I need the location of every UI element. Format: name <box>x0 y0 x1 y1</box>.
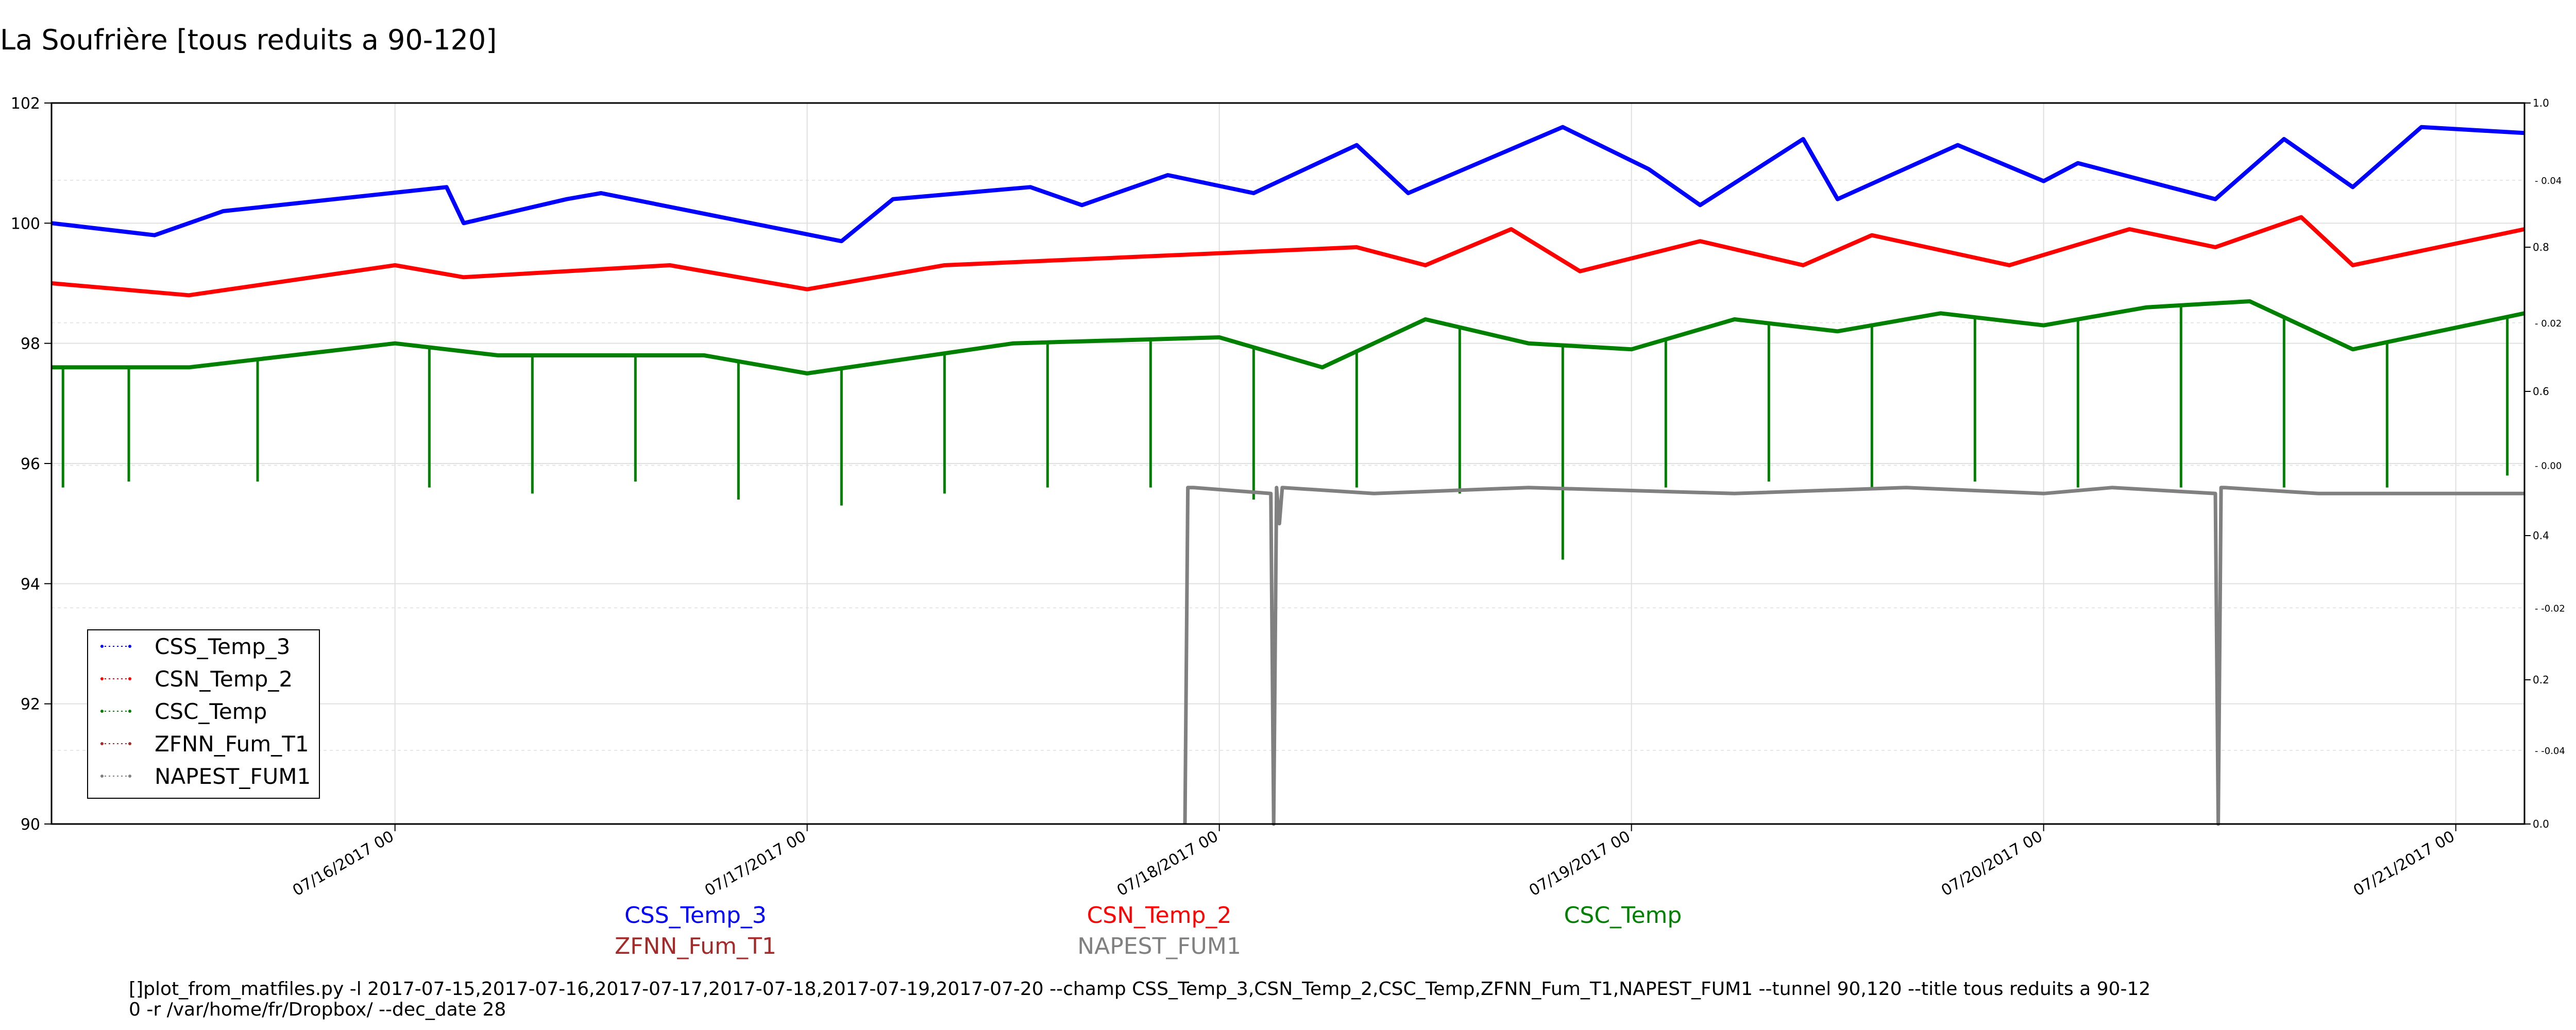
y-tick-label: 102 <box>11 95 40 113</box>
label-css-temp-3: CSS_Temp_3 <box>624 902 767 929</box>
label-csn-temp-2: CSN_Temp_2 <box>1087 902 1232 929</box>
legend-label-csn-temp-2: CSN_Temp_2 <box>155 666 293 692</box>
y2-tick-label: 0.0 <box>2533 818 2549 830</box>
chart-title: La Soufrière [tous reduits a 90-120] <box>0 24 497 56</box>
legend-marker-css-temp-3 <box>128 645 131 648</box>
legend-marker-napest-fum1 <box>100 775 104 778</box>
y2-tick-label: 0.6 <box>2533 385 2549 398</box>
y2-inner-tick-label: - -0.04 <box>2535 746 2565 757</box>
y-tick-label: 94 <box>21 575 40 593</box>
series-line-css-temp-3 <box>51 125 2525 244</box>
y2-inner-tick-label: - -0.02 <box>2535 603 2565 614</box>
x-tick-label: 07/20/2017 00 <box>1938 828 2046 900</box>
legend: CSS_Temp_3 CSN_Temp_2 CSC_Temp ZFNN_Fum_T1 N… <box>87 629 320 799</box>
legend-marker-csc-temp <box>100 710 104 713</box>
y2-inner-tick-label: - 0.04 <box>2535 176 2562 186</box>
x-tick-label: 07/19/2017 00 <box>1526 828 1634 900</box>
legend-marker-zfnn-fum-t1 <box>128 742 131 745</box>
legend-label-zfnn-fum-t1: ZFNN_Fum_T1 <box>155 731 309 757</box>
y-tick-label: 92 <box>21 696 40 714</box>
label-csc-temp: CSC_Temp <box>1564 902 1682 929</box>
x-tick-label: 07/16/2017 00 <box>290 828 397 900</box>
y2-tick-label: 0.8 <box>2533 241 2549 253</box>
series-label-block: CSS_Temp_3 CSN_Temp_2 CSC_Temp ZFNN_Fum_… <box>615 902 1682 959</box>
x-tick-label: 07/17/2017 00 <box>702 828 809 900</box>
legend-label-css-temp-3: CSS_Temp_3 <box>155 634 290 659</box>
series-line-csn-temp-2 <box>51 215 2525 298</box>
y2-tick-label: 0.4 <box>2533 529 2549 542</box>
label-napest-fum1: NAPEST_FUM1 <box>1077 933 1241 959</box>
legend-marker-csn-temp-2 <box>128 677 131 680</box>
x-tick-label: 07/18/2017 00 <box>1114 828 1222 900</box>
legend-marker-zfnn-fum-t1 <box>100 742 104 745</box>
legend-marker-csc-temp <box>128 710 131 713</box>
legend-marker-css-temp-3 <box>100 645 104 648</box>
legend-marker-napest-fum1 <box>128 775 131 778</box>
y-tick-label: 98 <box>21 335 40 353</box>
x-tick-label: 07/21/2017 00 <box>2350 828 2458 900</box>
command-line-2: 0 -r /var/home/fr/Dropbox/ --dec_date 28 <box>129 999 506 1020</box>
label-zfnn-fum-t1: ZFNN_Fum_T1 <box>615 933 776 959</box>
series-layer <box>51 125 2525 826</box>
y2-inner-tick-label: - 0.00 <box>2535 461 2562 472</box>
legend-label-napest-fum1: NAPEST_FUM1 <box>155 764 311 789</box>
series-line-csc-temp <box>52 299 2525 375</box>
legend-box <box>87 629 320 799</box>
series-line-napest-fum1 <box>1183 486 2524 826</box>
legend-label-csc-temp: CSC_Temp <box>155 699 267 724</box>
legend-marker-csn-temp-2 <box>100 677 104 680</box>
y2-inner-tick-label: - 0.02 <box>2535 318 2562 329</box>
secondary-y-axis: 0.0 0.2 0.4 0.6 0.8 1.0 - -0.04 - -0.02 - 0.00 - … <box>2524 97 2565 830</box>
y2-tick-label: 1.0 <box>2533 97 2549 109</box>
y-axis: 90 92 94 96 98 100 102 <box>11 95 52 834</box>
y-tick-label: 90 <box>21 816 40 834</box>
y2-tick-label: 0.2 <box>2533 674 2549 686</box>
command-line-1: []plot_from_matfiles.py -l 2017-07-15,20… <box>129 978 2150 1000</box>
legend-items: CSS_Temp_3 CSN_Temp_2 CSC_Temp ZFNN_Fum_T1 N… <box>100 634 311 789</box>
y-tick-label: 96 <box>21 455 40 473</box>
y-tick-label: 100 <box>11 215 40 233</box>
grid-lines <box>52 102 2524 825</box>
